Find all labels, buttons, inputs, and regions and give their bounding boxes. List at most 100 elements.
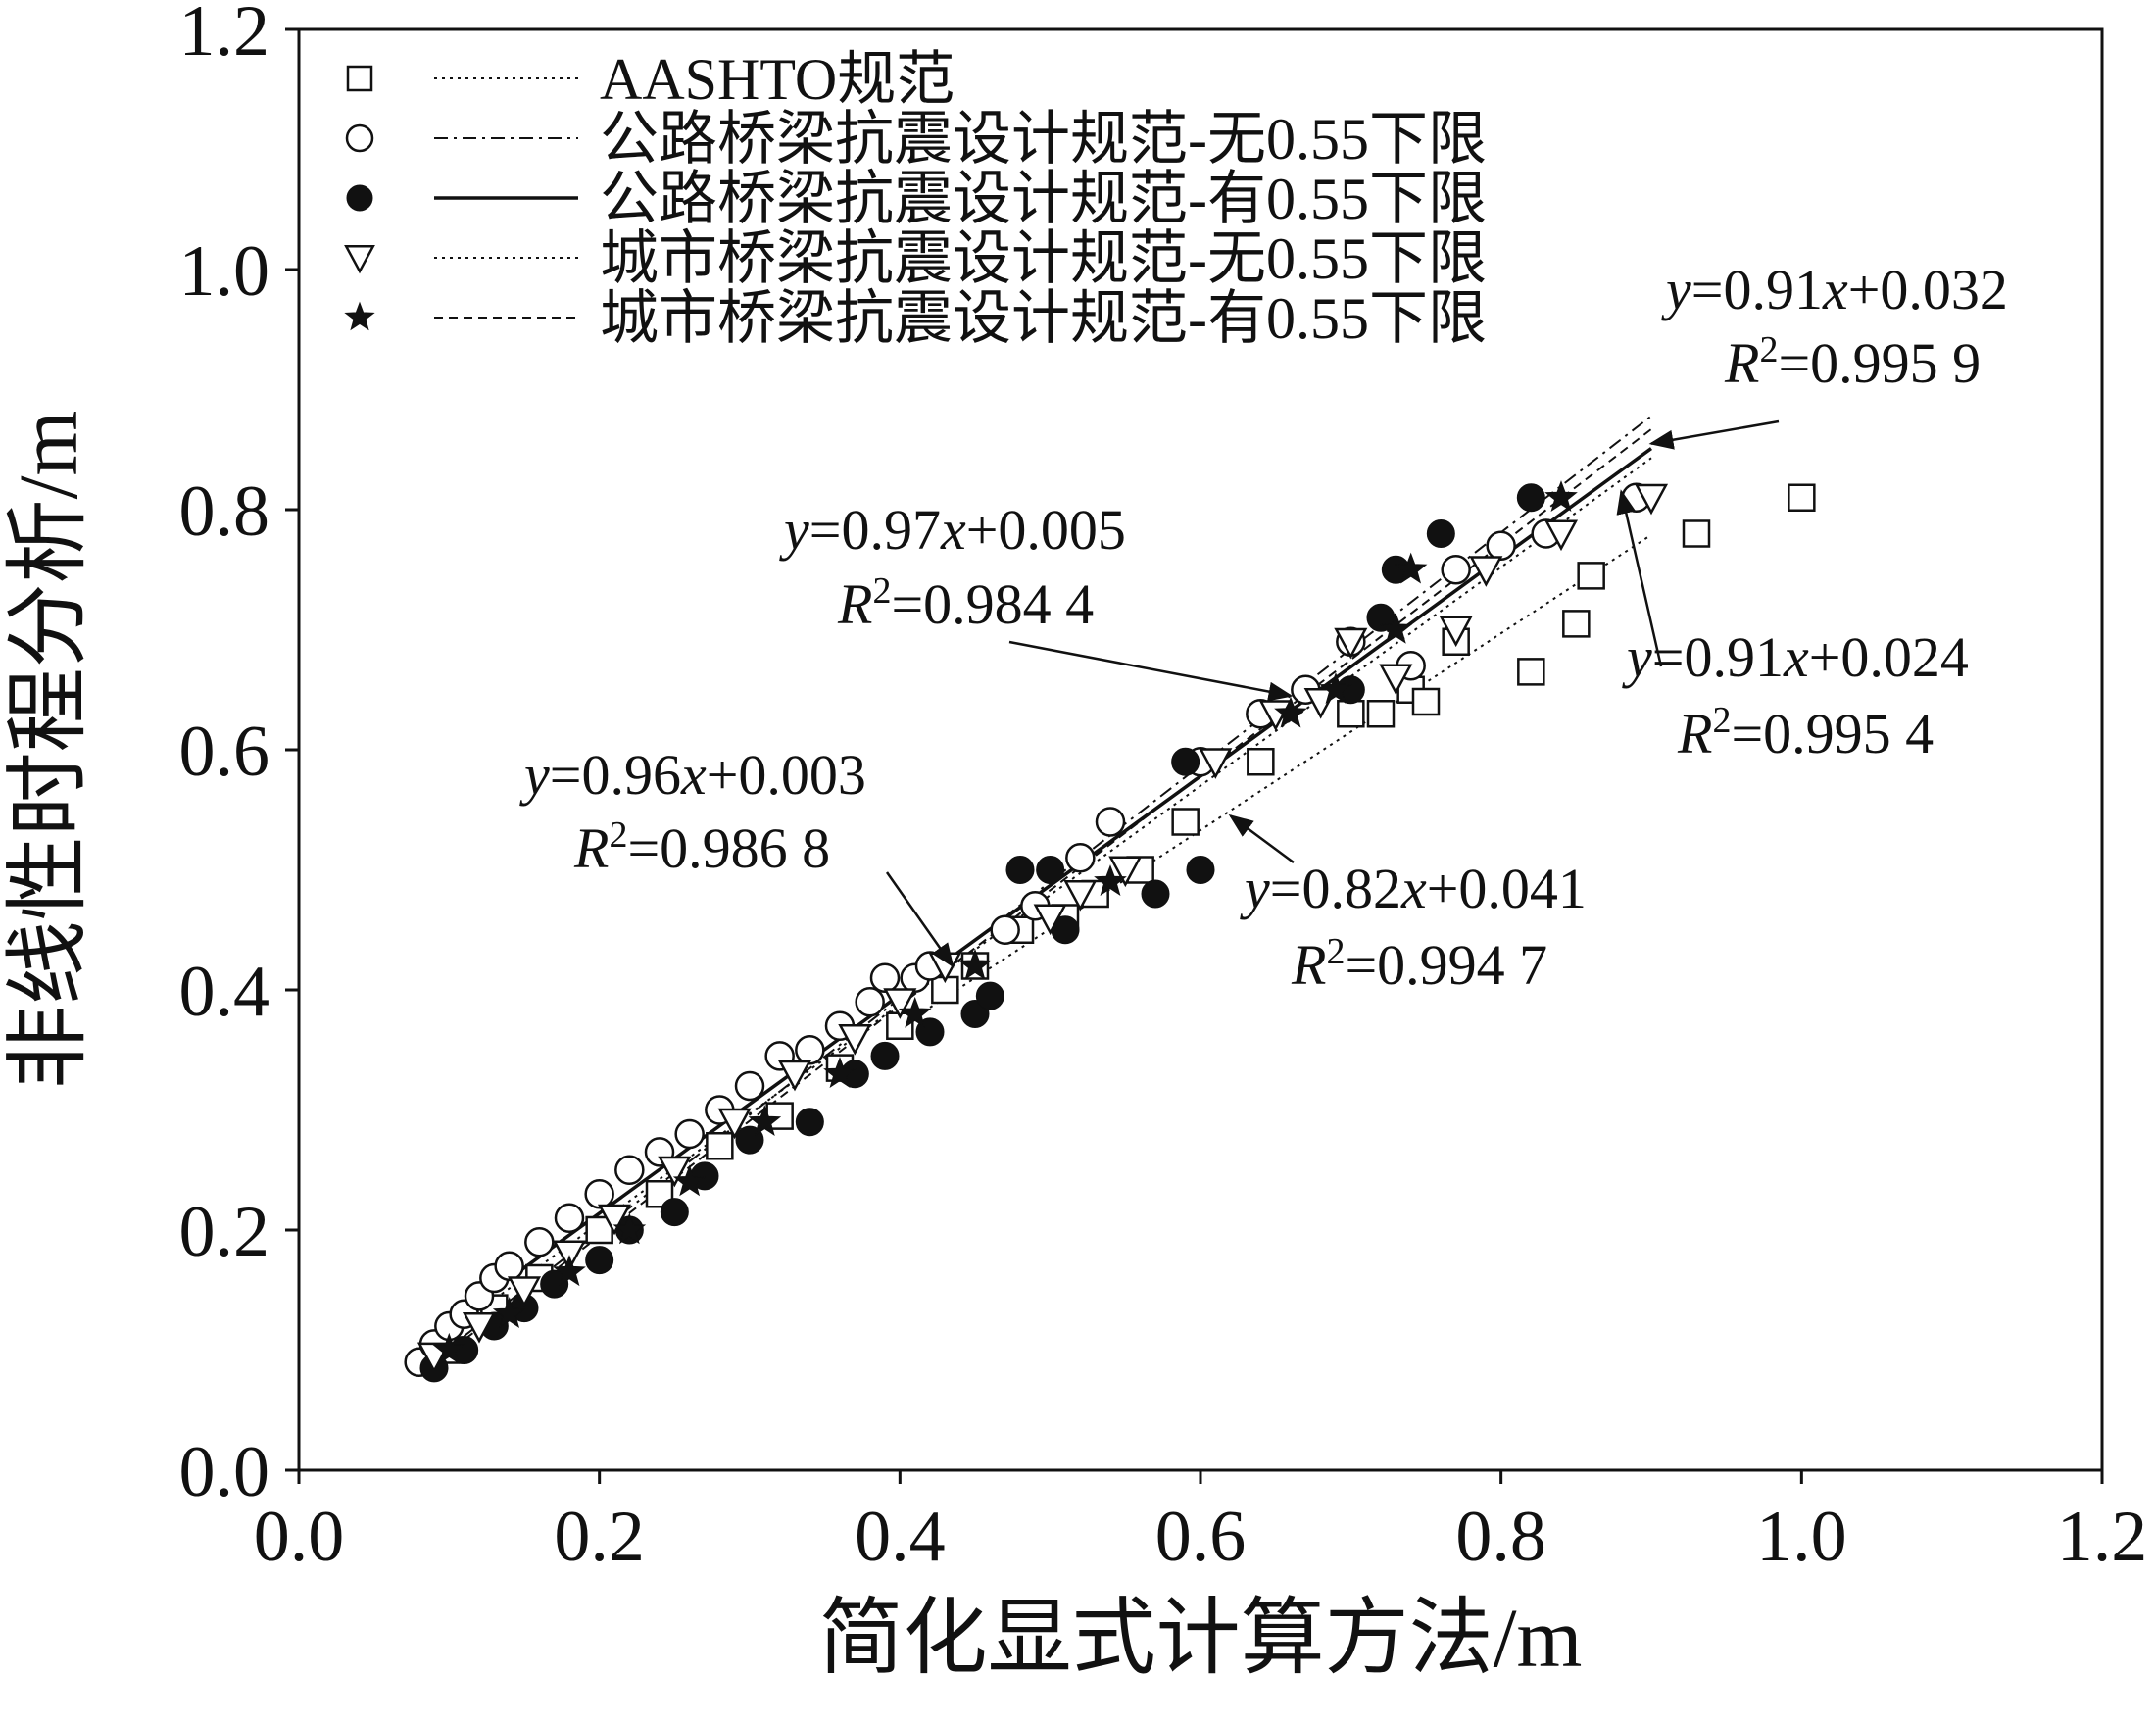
data-point	[1033, 904, 1067, 936]
data-point	[717, 1108, 752, 1140]
annotation-arrow	[1008, 640, 1294, 702]
data-point	[1171, 747, 1200, 776]
annotation-arrow	[1228, 813, 1295, 864]
x-tick-label: 0.0	[254, 1497, 345, 1577]
data-point	[706, 1132, 734, 1160]
fit-equation-5: y=0.82x+0.041 R2=0.994 7	[1228, 813, 1587, 997]
r-squared-line: R2=0.984 4	[837, 570, 1094, 636]
data-point	[795, 1035, 825, 1065]
data-point	[1186, 856, 1215, 884]
r-squared-line: R2=0.995 9	[1724, 329, 1981, 395]
data-point	[672, 1164, 707, 1197]
data-point	[1426, 519, 1455, 548]
y-tick-label: 1.2	[179, 0, 270, 72]
legend-marker	[346, 65, 373, 92]
data-point	[1247, 748, 1275, 776]
data-point	[870, 1041, 900, 1070]
x-tick-label: 0.2	[554, 1497, 645, 1577]
data-point	[612, 1212, 647, 1245]
data-point	[1544, 480, 1578, 513]
legend-label: 城市桥梁抗震设计规范-无0.55下限	[600, 226, 1487, 291]
y-tick-label: 0.4	[179, 952, 270, 1032]
y-tick-label: 1.0	[179, 231, 270, 312]
data-point	[1469, 556, 1503, 587]
data-point	[898, 996, 932, 1028]
data-point	[1141, 879, 1170, 909]
data-point	[1634, 483, 1669, 516]
data-point	[883, 988, 917, 1019]
y-tick-label: 0.8	[179, 471, 270, 552]
x-tick-label: 1.0	[1756, 1497, 1847, 1577]
r-squared-line: R2=0.995 4	[1677, 700, 1934, 765]
data-point	[1486, 530, 1516, 561]
data-point	[1171, 808, 1200, 836]
data-point	[1274, 696, 1307, 728]
fit-equation-4: y=0.96x+0.003 R2=0.986 8	[519, 743, 955, 968]
data-point	[1095, 807, 1126, 837]
data-point	[958, 948, 992, 980]
data-point	[1394, 552, 1428, 584]
data-point	[494, 1251, 524, 1281]
data-point	[795, 1108, 824, 1137]
data-point	[1441, 555, 1471, 585]
data-point	[1411, 687, 1441, 716]
r-squared-line: R2=0.986 8	[573, 814, 830, 880]
data-point	[432, 1332, 466, 1364]
x-tick-label: 0.4	[855, 1497, 946, 1577]
data-point	[584, 1179, 614, 1209]
x-axis-title: 简化显式计算方法/m	[819, 1591, 1583, 1685]
data-point	[1379, 612, 1413, 644]
legend-label: 公路桥梁抗震设计规范-无0.55下限	[600, 107, 1487, 172]
legend-label: 城市桥梁抗震设计规范-有0.55下限	[600, 286, 1487, 351]
annotation-arrow	[1616, 489, 1663, 667]
equation-line: y=0.91x+0.032	[1661, 258, 2008, 321]
data-point	[1788, 483, 1816, 512]
y-tick-label: 0.6	[179, 712, 270, 792]
legend-label: AASHTO规范	[600, 47, 955, 112]
data-point	[1319, 672, 1352, 705]
data-point	[777, 1060, 812, 1092]
fit-equation-2: y=0.97x+0.005 R2=0.984 4	[779, 498, 1294, 702]
fit-equation-3: y=0.91x+0.024 R2=0.995 4	[1616, 489, 1969, 765]
y-axis-title: 非线性时程分析/m	[1, 411, 95, 1090]
legend-marker	[344, 301, 375, 331]
fit-equation-1: y=0.91x+0.032 R2=0.995 9	[1648, 258, 2008, 450]
data-point	[1682, 519, 1711, 548]
data-point	[462, 1312, 497, 1344]
data-point	[1334, 627, 1368, 660]
data-point	[1094, 864, 1127, 897]
legend-marker	[345, 123, 374, 153]
data-point	[1516, 483, 1545, 513]
data-point	[855, 987, 885, 1017]
data-point	[823, 1057, 857, 1089]
data-point	[990, 914, 1020, 945]
equation-line: y=0.96x+0.003	[519, 743, 866, 807]
fit-line-5	[418, 428, 1652, 1376]
data-point	[1337, 700, 1365, 728]
y-tick-label: 0.2	[179, 1192, 270, 1272]
data-point	[660, 1198, 689, 1227]
equation-line: y=0.97x+0.005	[779, 498, 1126, 562]
data-point	[1063, 880, 1098, 912]
data-point	[645, 1180, 674, 1208]
equation-line: y=0.82x+0.041	[1240, 857, 1587, 920]
data-point	[585, 1246, 614, 1275]
data-point	[1562, 610, 1591, 638]
legend-marker	[346, 184, 373, 212]
data-point	[1108, 856, 1143, 888]
data-point	[1005, 856, 1035, 884]
data-point	[1379, 664, 1413, 696]
data-point	[614, 1155, 645, 1185]
series-5-points	[432, 480, 1578, 1364]
data-point	[1199, 748, 1233, 779]
data-point	[554, 1203, 585, 1233]
legend-marker	[344, 245, 375, 274]
data-point	[1577, 562, 1605, 590]
data-point	[658, 1156, 692, 1188]
annotation-arrow	[885, 871, 955, 968]
x-tick-label: 1.2	[2057, 1497, 2148, 1577]
data-point	[838, 1024, 872, 1056]
y-tick-label: 0.0	[179, 1432, 270, 1512]
